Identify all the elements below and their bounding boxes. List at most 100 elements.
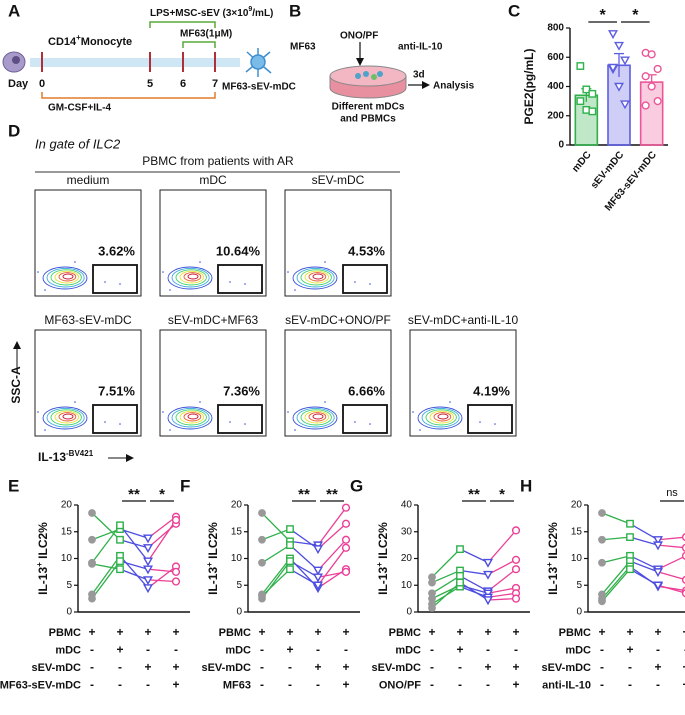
- y-axis-label-part: +: [545, 562, 554, 567]
- point: [653, 536, 663, 546]
- contour: [167, 266, 213, 290]
- pair-line: [91, 524, 121, 564]
- table-sign: +: [484, 625, 491, 639]
- point: [143, 557, 153, 567]
- contour: [46, 267, 85, 288]
- pair-line: [147, 579, 177, 583]
- lps-label: LPS+MSC-sEV (3×109/mL): [150, 6, 273, 18]
- contour: [179, 270, 205, 284]
- pair-line: [487, 587, 517, 594]
- table-sign: +: [682, 678, 685, 692]
- significance-label: *: [632, 7, 639, 24]
- gate: [467, 404, 513, 434]
- event-dot: [324, 261, 326, 263]
- point: [313, 573, 323, 583]
- y-axis-label: PGE2(pg/mL): [522, 48, 536, 124]
- point: [511, 555, 521, 564]
- y-axis-label: IL-13+ ILC2%: [545, 522, 561, 595]
- pair-line: [261, 560, 291, 600]
- contour: [437, 413, 449, 420]
- gate: [92, 264, 138, 294]
- event-dot: [199, 261, 201, 263]
- table-sign: +: [116, 643, 123, 657]
- contour: [292, 266, 338, 290]
- event-dot: [244, 283, 246, 285]
- table-row-label: mDC: [55, 644, 81, 656]
- table-sign: +: [512, 660, 519, 674]
- point: [653, 581, 663, 591]
- point: [143, 544, 153, 554]
- cell-label-part: +: [76, 33, 81, 42]
- point: [626, 519, 634, 528]
- bracket: [149, 21, 216, 28]
- day-tick: 0: [39, 78, 45, 90]
- cell: [355, 73, 361, 79]
- significance-label: **: [468, 486, 480, 503]
- y-tick-label: 10: [61, 553, 73, 564]
- table-sign: +: [654, 625, 661, 639]
- point: [313, 581, 323, 591]
- point: [647, 50, 656, 59]
- point: [614, 82, 624, 92]
- significance-label: **: [298, 486, 310, 503]
- point: [576, 97, 585, 106]
- pair-line: [91, 512, 121, 541]
- point: [608, 63, 618, 73]
- point: [143, 534, 153, 544]
- plot-title: sEV-mDC+anti-IL-10: [408, 313, 519, 327]
- table-sign: -: [260, 660, 264, 674]
- table-sign: -: [628, 660, 632, 674]
- y-tick-label: 30: [401, 526, 413, 537]
- y-tick-label: 0: [236, 607, 242, 618]
- point: [313, 566, 323, 576]
- point: [653, 568, 663, 578]
- point: [598, 597, 606, 606]
- event-dot: [74, 261, 76, 263]
- point: [681, 533, 685, 542]
- event-dot: [369, 283, 371, 285]
- pair-line: [657, 571, 685, 581]
- contour: [296, 267, 335, 288]
- contour: [42, 266, 88, 290]
- table-sign: +: [116, 625, 123, 639]
- gate: [217, 264, 263, 294]
- x-axis-label-part: -BV421: [66, 449, 94, 458]
- point: [258, 592, 266, 600]
- pair-line: [601, 536, 631, 541]
- table-sign: -: [316, 678, 320, 692]
- y-axis-label-part: +: [375, 562, 384, 567]
- contour: [308, 272, 327, 282]
- dish-label: Different mDCs: [332, 102, 405, 113]
- table-sign: +: [682, 660, 685, 674]
- pair-line: [261, 568, 291, 597]
- pair-line: [289, 568, 319, 586]
- point: [681, 551, 685, 560]
- pair-line: [431, 548, 461, 578]
- point: [620, 100, 630, 110]
- contour: [175, 409, 207, 426]
- table-sign: +: [314, 625, 321, 639]
- point: [88, 509, 96, 517]
- cell: [371, 74, 377, 80]
- contour: [167, 406, 213, 430]
- point: [620, 56, 630, 66]
- panel-letter: A: [8, 1, 20, 20]
- contour: [429, 410, 455, 424]
- y-tick-label: 40: [401, 500, 413, 511]
- day-tick: 7: [212, 78, 218, 90]
- pair-line: [147, 568, 177, 573]
- x-tick-label: mDC: [570, 150, 593, 175]
- point: [143, 576, 153, 586]
- table-sign: +: [172, 660, 179, 674]
- event-dot: [162, 271, 164, 273]
- table-sign: -: [118, 678, 122, 692]
- duration-label: 3d: [413, 70, 425, 81]
- panel-letter: C: [508, 1, 520, 20]
- y-tick-label: 15: [231, 526, 243, 537]
- panel-letter: G: [350, 476, 363, 495]
- y-tick-label: 20: [401, 553, 413, 564]
- contour: [171, 267, 210, 288]
- table-sign: -: [514, 643, 518, 657]
- event-dot: [354, 421, 356, 423]
- point: [88, 559, 96, 568]
